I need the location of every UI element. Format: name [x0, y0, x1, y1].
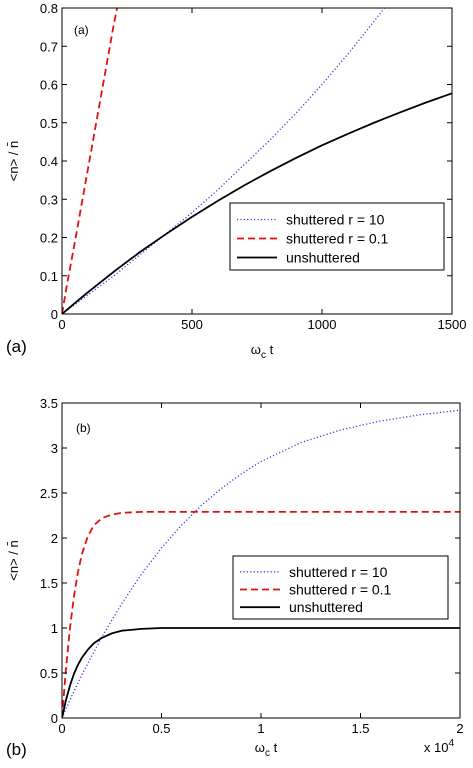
- legend: shuttered r = 10 shuttered r = 0.1unshutt…: [232, 555, 449, 620]
- y-axis-label: <n> / n̄: [6, 141, 21, 181]
- y-tick-label: 2: [51, 531, 58, 546]
- x-tick-label: 1.5: [351, 721, 369, 736]
- x-multiplier-base: x 10: [424, 740, 449, 755]
- inner-panel-label: (a): [74, 23, 89, 37]
- series-line-dashed: [62, 8, 119, 314]
- y-tick-label: 2.5: [40, 486, 58, 501]
- y-tick-label: 0.5: [40, 116, 58, 131]
- y-tick-label: 1: [51, 621, 58, 636]
- y-tick-label: 0.6: [40, 78, 58, 93]
- x-tick-label: 2: [456, 721, 463, 736]
- y-tick-label: 3: [51, 441, 58, 456]
- y-tick-label: 0: [51, 307, 58, 322]
- chart-panel-a: 0 500 1000 1500 0 0.1 0.2 0.3 0.4 0.5 0.6 0.7 0.8 ωc …: [6, 1, 466, 361]
- y-tick-label: 1.5: [40, 576, 58, 591]
- series-line-dotted: [62, 409, 460, 718]
- series-line-solid: [62, 627, 460, 718]
- y-tick-label: 0.4: [40, 154, 58, 169]
- x-tick-label: 0: [58, 317, 65, 332]
- x-tick-label: 0: [58, 721, 65, 736]
- panel-label: (a): [6, 337, 27, 356]
- y-tick-label: 0: [51, 711, 58, 726]
- x-axis-label: ωc t: [251, 342, 274, 361]
- legend-label: unshuttered: [286, 250, 360, 266]
- x-axis-label: ωc t: [255, 740, 278, 759]
- legend: shuttered r = 10 shuttered r = 0.1 unshutt…: [229, 202, 445, 271]
- x-tick-label: 1000: [308, 317, 337, 332]
- y-axis-label: <n> / n̄: [6, 540, 21, 580]
- series-line-dotted: [62, 8, 385, 314]
- x-axis-label-tail: t: [266, 342, 274, 357]
- x-tick-label: 1: [257, 721, 264, 736]
- chart-panel-b: 0 0.5 1 1.5 2 0 0.5 1 1.5 2 2.5 3 3.5 x 104 ωc t <n> / …: [6, 396, 464, 759]
- x-tick-label: 1500: [438, 317, 467, 332]
- y-tick-label: 0.7: [40, 39, 58, 54]
- series-line-dashed: [62, 511, 460, 718]
- x-multiplier: x 104: [424, 738, 455, 755]
- x-axis-label-sub: c: [265, 748, 270, 759]
- legend-label: shuttered r = 0.1: [289, 582, 392, 598]
- legend-label: shuttered r = 10: [286, 212, 385, 228]
- y-tick-label: 3.5: [40, 396, 58, 411]
- series-line-solid: [62, 92, 452, 314]
- x-axis-label-main: ω: [251, 342, 261, 357]
- x-axis-label-sub: c: [261, 350, 266, 361]
- legend-box: [232, 555, 449, 620]
- panel-label: (b): [6, 740, 27, 759]
- y-tick-label: 0.3: [40, 192, 58, 207]
- x-multiplier-exp: 4: [448, 738, 454, 749]
- legend-label: unshuttered: [289, 599, 363, 615]
- inner-panel-label: (b): [76, 421, 91, 435]
- x-axis-label-main: ω: [255, 740, 265, 755]
- legend-label: shuttered r = 0.1: [286, 231, 389, 247]
- x-axis-label-tail: t: [270, 740, 278, 755]
- y-tick-label: 0.2: [40, 231, 58, 246]
- y-tick-label: 0.5: [40, 666, 58, 681]
- y-tick-label: 0.1: [40, 269, 58, 284]
- x-tick-label: 500: [181, 317, 203, 332]
- x-tick-label: 0.5: [152, 721, 170, 736]
- legend-label: shuttered r = 10: [289, 564, 388, 580]
- legend-box: [229, 202, 445, 271]
- y-tick-label: 0.8: [40, 1, 58, 16]
